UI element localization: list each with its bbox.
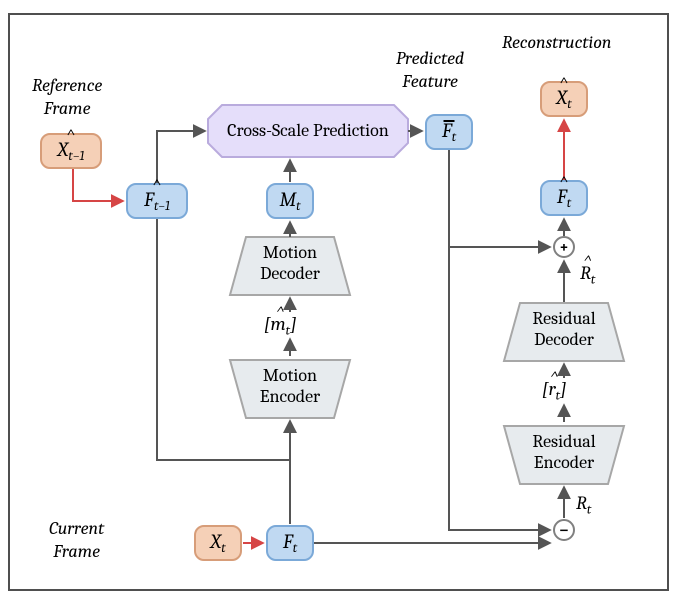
r-hat-t-symbol: [^rt] [542, 378, 566, 404]
x-hat-t-node: ^Xt [540, 81, 588, 117]
predicted-feature-label: PredictedFeature [396, 48, 464, 93]
r-hat-t-edge-label: ^Rt [580, 262, 595, 288]
f-t-node: Ft [266, 525, 314, 561]
x-hat-t-minus-1-node: ^Xt−1 [40, 133, 102, 169]
diagram-canvas: ReferenceFrame CurrentFrame PredictedFea… [0, 0, 679, 605]
current-frame-label: CurrentFrame [49, 518, 104, 563]
motion-decoder-text: MotionDecoder [230, 243, 350, 284]
plus-op: + [553, 236, 575, 258]
x-t-node: Xt [194, 525, 242, 561]
x_hat_tm1_to_f_hat_tm1-arrow [73, 169, 122, 201]
minus-op: − [553, 519, 575, 541]
f-hat-t-minus-1-node: ^Ft−1 [126, 183, 188, 219]
m-hat-t-symbol: [^mt] [264, 313, 297, 339]
reconstruction-label: Reconstruction [502, 32, 612, 55]
residual-encoder-text: ResidualEncoder [504, 432, 624, 473]
reference-frame-label: ReferenceFrame [32, 75, 102, 120]
residual-decoder-text: ResidualDecoder [504, 309, 624, 350]
m-t-node: Mt [266, 183, 314, 219]
r-t-edge-label: Rt [576, 492, 591, 518]
f_hat_tm1_up_to_cross-arrow [157, 131, 204, 183]
cross-scale-prediction-text: Cross-Scale Prediction [208, 121, 408, 142]
motion-encoder-text: MotionEncoder [230, 366, 350, 407]
f-bar-t-node: Ft [425, 114, 473, 150]
f-hat-t-node: ^Ft [540, 180, 588, 216]
